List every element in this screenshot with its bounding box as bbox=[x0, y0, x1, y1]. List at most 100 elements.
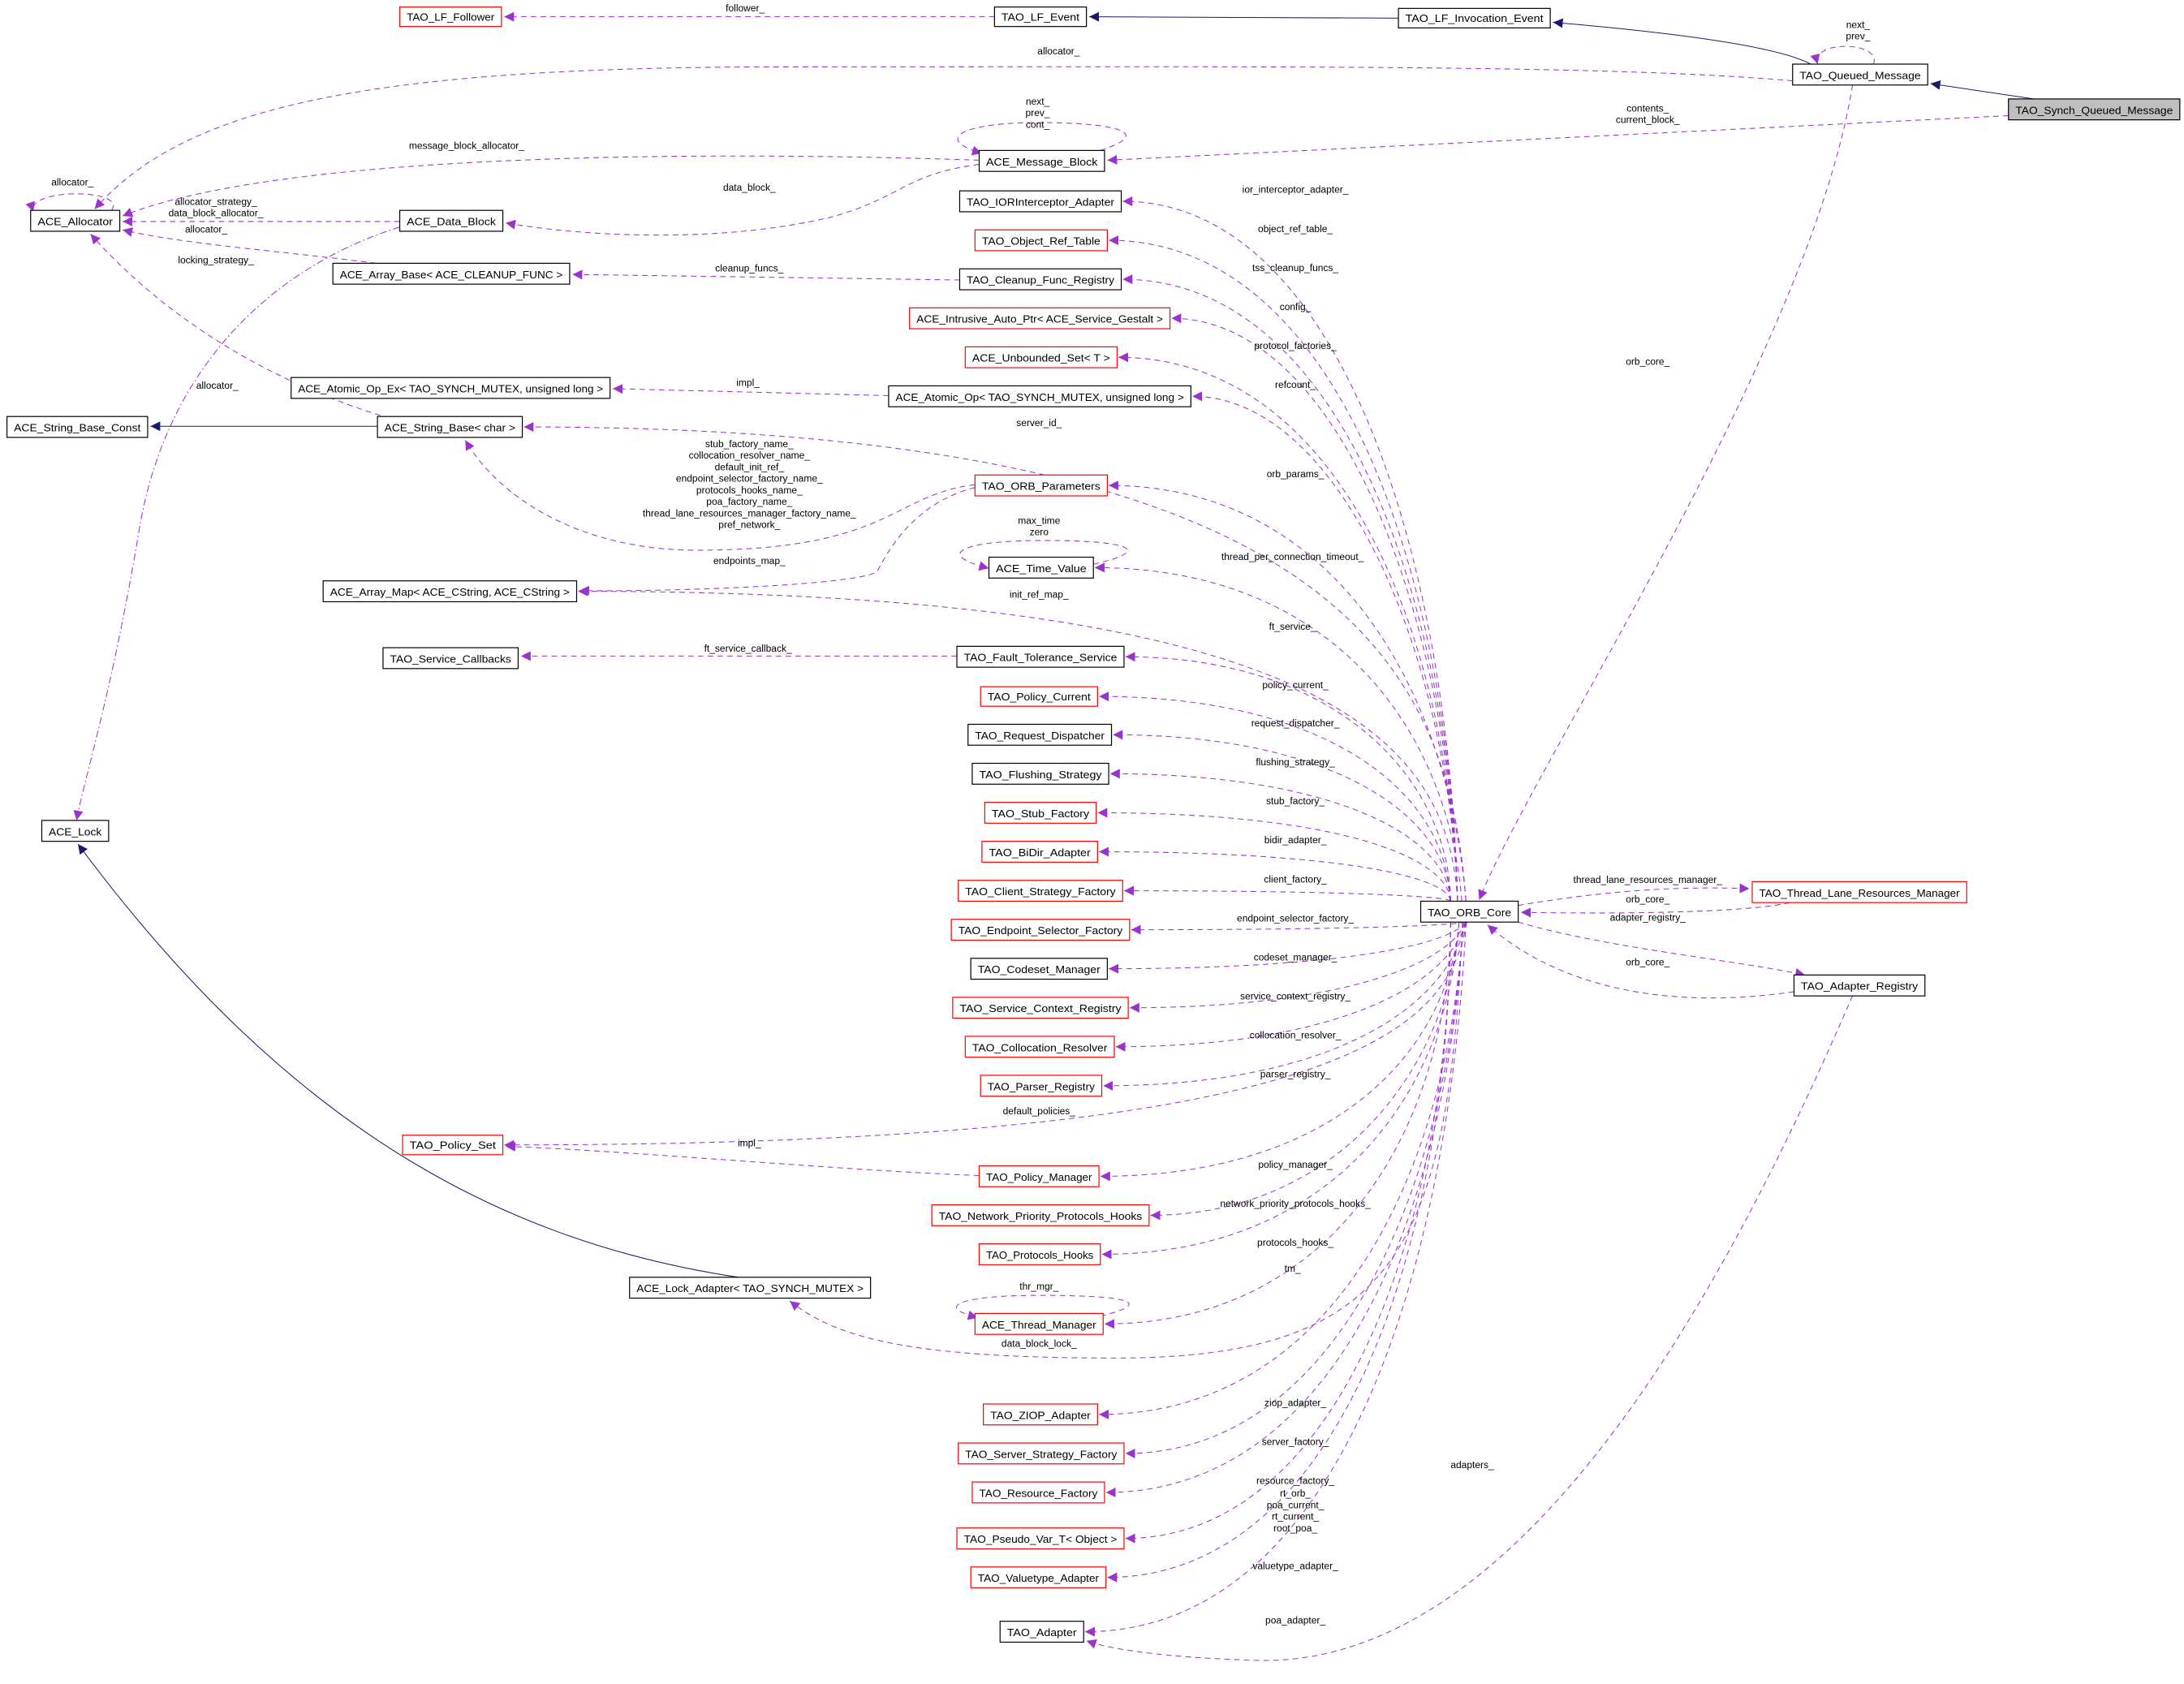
class-node-label: TAO_ORB_Parameters bbox=[982, 480, 1101, 493]
edge-label: ior_interceptor_adapter_ bbox=[1243, 184, 1349, 196]
edge-label: next_ bbox=[1846, 19, 1871, 30]
class-node-tao-server-strategy-factory[interactable]: TAO_Server_Strategy_Factory bbox=[958, 1442, 1125, 1465]
class-node-tao-lf-follower[interactable]: TAO_LF_Follower bbox=[398, 6, 502, 28]
class-node-ace-lock-adapter-tao-synch-mutex[interactable]: ACE_Lock_Adapter< TAO_SYNCH_MUTEX > bbox=[629, 1277, 872, 1299]
class-node-tao-adapter[interactable]: TAO_Adapter bbox=[999, 1621, 1084, 1643]
class-node-tao-valuetype-adapter[interactable]: TAO_Valuetype_Adapter bbox=[970, 1566, 1107, 1589]
class-node-tao-endpoint-selector-factory[interactable]: TAO_Endpoint_Selector_Factory bbox=[950, 919, 1131, 941]
class-node-tao-fault-tolerance-service[interactable]: TAO_Fault_Tolerance_Service bbox=[956, 645, 1125, 668]
class-node-tao-orb-core[interactable]: TAO_ORB_Core bbox=[1419, 900, 1519, 923]
class-node-tao-policy-current[interactable]: TAO_Policy_Current bbox=[980, 686, 1098, 707]
class-node-tao-policy-set[interactable]: TAO_Policy_Set bbox=[402, 1135, 504, 1156]
usage-edge-ace-message-block-to-ace-data-block bbox=[505, 164, 980, 236]
class-node-tao-codeset-manager[interactable]: TAO_Codeset_Manager bbox=[970, 958, 1108, 980]
class-node-box bbox=[988, 556, 1094, 579]
class-node-box bbox=[958, 268, 1122, 291]
class-node-label: TAO_Endpoint_Selector_Factory bbox=[958, 924, 1123, 937]
usage-edge-tao-queued-message-to-ace-allocator bbox=[94, 66, 1793, 209]
edge-label: refcount_ bbox=[1275, 379, 1316, 390]
class-node-box bbox=[1398, 7, 1551, 28]
class-node-tao-ziop-adapter[interactable]: TAO_ZIOP_Adapter bbox=[983, 1403, 1098, 1426]
class-node-label: ACE_Thread_Manager bbox=[982, 1319, 1096, 1331]
class-node-box bbox=[6, 416, 149, 438]
class-node-ace-thread-manager[interactable]: ACE_Thread_Manager bbox=[974, 1312, 1104, 1335]
class-node-ace-atomic-op-ex-tao-synch-mutex-unsigned-long[interactable]: ACE_Atomic_Op_Ex< TAO_SYNCH_MUTEX, unsig… bbox=[291, 377, 611, 399]
class-node-ace-time-value[interactable]: ACE_Time_Value bbox=[988, 556, 1094, 579]
class-node-tao-stub-factory[interactable]: TAO_Stub_Factory bbox=[984, 801, 1097, 824]
usage-edge-tao-orb-core-to-tao-server-strategy-factory bbox=[1125, 922, 1464, 1458]
usage-edge-tao-thread-lane-resources-manager-to-tao-orb-core bbox=[1521, 902, 1790, 918]
class-node-tao-lf-invocation-event[interactable]: TAO_LF_Invocation_Event bbox=[1398, 7, 1551, 28]
edge-label: orb_core_ bbox=[1626, 356, 1669, 368]
usage-edge-tao-orb-core-to-tao-iorinterceptor-adapter bbox=[1122, 196, 1458, 902]
nodes-layer: TAO_LF_Follower TAO_LF_Event TAO_LF_Invoca… bbox=[6, 6, 2181, 1643]
class-node-tao-flushing-strategy[interactable]: TAO_Flushing_Strategy bbox=[971, 762, 1109, 785]
class-node-label: TAO_Object_Ref_Table bbox=[982, 235, 1101, 248]
class-node-tao-collocation-resolver[interactable]: TAO_Collocation_Resolver bbox=[964, 1036, 1115, 1058]
class-node-label: TAO_Protocols_Hooks bbox=[986, 1249, 1094, 1261]
class-node-ace-lock[interactable]: ACE_Lock bbox=[41, 820, 110, 842]
class-node-tao-queued-message[interactable]: TAO_Queued_Message bbox=[1792, 63, 1928, 86]
class-node-tao-protocols-hooks[interactable]: TAO_Protocols_Hooks bbox=[978, 1243, 1101, 1265]
inheritance-edge-tao-synch-queued-message-to-tao-queued-message bbox=[1930, 80, 2034, 100]
usage-edge-tao-orb-core-to-tao-service-context-registry bbox=[1129, 921, 1467, 1013]
class-node-ace-array-map-ace-cstring-ace-cstring[interactable]: ACE_Array_Map< ACE_CString, ACE_CString … bbox=[322, 580, 578, 603]
edge-label: bidir_adapter_ bbox=[1264, 834, 1327, 846]
class-node-tao-iorinterceptor-adapter[interactable]: TAO_IORInterceptor_Adapter bbox=[958, 190, 1122, 213]
class-node-label: TAO_Thread_Lane_Resources_Manager bbox=[1760, 887, 1961, 899]
class-node-label: TAO_Policy_Current bbox=[988, 691, 1091, 703]
class-node-box bbox=[30, 209, 121, 232]
edge-label: root_poa_ bbox=[1273, 1522, 1317, 1534]
class-node-tao-lf-event[interactable]: TAO_LF_Event bbox=[993, 6, 1088, 28]
class-node-tao-synch-queued-message[interactable]: TAO_Synch_Queued_Message bbox=[2008, 98, 2181, 121]
class-node-tao-client-strategy-factory[interactable]: TAO_Client_Strategy_Factory bbox=[958, 880, 1123, 902]
class-node-ace-message-block[interactable]: ACE_Message_Block bbox=[978, 149, 1105, 172]
edges-layer bbox=[25, 11, 2034, 1661]
class-node-ace-unbounded-set-t[interactable]: ACE_Unbounded_Set< T > bbox=[964, 346, 1118, 368]
class-node-tao-thread-lane-resources-manager[interactable]: TAO_Thread_Lane_Resources_Manager bbox=[1751, 881, 1967, 903]
edge-label: locking_strategy_ bbox=[178, 254, 254, 265]
class-node-box bbox=[332, 262, 571, 285]
class-node-ace-atomic-op-tao-synch-mutex-unsigned-long[interactable]: ACE_Atomic_Op< TAO_SYNCH_MUTEX, unsigned… bbox=[888, 385, 1191, 407]
class-node-box bbox=[964, 346, 1118, 368]
edge-label: contents_ bbox=[1626, 102, 1669, 114]
class-node-label: TAO_Policy_Set bbox=[410, 1139, 497, 1151]
edge-label: network_priority_protocols_hooks_ bbox=[1220, 1198, 1371, 1209]
class-node-ace-allocator[interactable]: ACE_Allocator bbox=[30, 209, 121, 232]
class-node-tao-resource-factory[interactable]: TAO_Resource_Factory bbox=[971, 1481, 1105, 1504]
class-node-ace-string-base-char[interactable]: ACE_String_Base< char > bbox=[377, 416, 523, 438]
class-node-tao-adapter-registry[interactable]: TAO_Adapter_Registry bbox=[1793, 974, 1926, 997]
usage-edge-tao-orb-core-to-tao-codeset-manager bbox=[1109, 921, 1467, 974]
class-node-box bbox=[402, 1135, 504, 1156]
usage-edge-tao-orb-core-to-tao-thread-lane-resources-manager bbox=[1518, 883, 1750, 907]
usage-edge-tao-orb-core-to-tao-collocation-resolver bbox=[1115, 922, 1467, 1052]
usage-edge-tao-policy-manager-to-tao-policy-set bbox=[505, 1141, 980, 1177]
class-node-tao-orb-parameters[interactable]: TAO_ORB_Parameters bbox=[974, 474, 1108, 497]
class-node-tao-service-callbacks[interactable]: TAO_Service_Callbacks bbox=[382, 647, 519, 670]
edge-label: orb_core_ bbox=[1626, 894, 1669, 905]
class-node-tao-service-context-registry[interactable]: TAO_Service_Context_Registry bbox=[952, 997, 1129, 1019]
class-node-label: TAO_Service_Callbacks bbox=[390, 652, 512, 665]
edge-label: client_factory_ bbox=[1264, 873, 1327, 885]
class-node-tao-policy-manager[interactable]: TAO_Policy_Manager bbox=[978, 1165, 1100, 1187]
class-node-box bbox=[382, 647, 519, 670]
class-node-label: TAO_Resource_Factory bbox=[979, 1487, 1097, 1499]
class-node-tao-request-dispatcher[interactable]: TAO_Request_Dispatcher bbox=[967, 723, 1113, 746]
class-node-tao-parser-registry[interactable]: TAO_Parser_Registry bbox=[980, 1075, 1103, 1097]
inheritance-edge-tao-queued-message-to-tao-lf-invocation-event bbox=[1553, 18, 1811, 65]
edge-label: prev_ bbox=[1846, 31, 1870, 42]
class-node-tao-cleanup-func-registry[interactable]: TAO_Cleanup_Func_Registry bbox=[958, 268, 1122, 291]
class-node-tao-network-priority-protocols-hooks[interactable]: TAO_Network_Priority_Protocols_Hooks bbox=[931, 1204, 1150, 1226]
class-node-ace-data-block[interactable]: ACE_Data_Block bbox=[398, 209, 504, 232]
class-node-tao-object-ref-table[interactable]: TAO_Object_Ref_Table bbox=[974, 229, 1108, 252]
class-node-ace-intrusive-auto-ptr-ace-service-gestalt[interactable]: ACE_Intrusive_Auto_Ptr< ACE_Service_Gest… bbox=[909, 307, 1171, 329]
class-node-label: TAO_Collocation_Resolver bbox=[972, 1041, 1108, 1053]
edge-label: protocols_hooks_ bbox=[1257, 1237, 1333, 1248]
class-node-tao-pseudo-var-t-object[interactable]: TAO_Pseudo_Var_T< Object > bbox=[956, 1527, 1125, 1550]
class-node-tao-bidir-adapter[interactable]: TAO_BiDir_Adapter bbox=[981, 841, 1098, 863]
edge-labels-layer: follower_next_prev_allocator_contents_cu… bbox=[51, 2, 1871, 1626]
class-node-ace-string-base-const[interactable]: ACE_String_Base_Const bbox=[6, 416, 149, 438]
class-node-ace-array-base-ace-cleanup-func[interactable]: ACE_Array_Base< ACE_CLEANUP_FUNC > bbox=[332, 262, 571, 285]
edge-label: init_ref_map_ bbox=[1010, 588, 1069, 600]
edge-label: message_block_allocator_ bbox=[409, 140, 524, 152]
